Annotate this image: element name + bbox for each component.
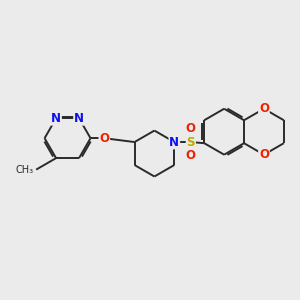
Text: O: O	[186, 149, 196, 162]
Text: O: O	[259, 102, 269, 115]
Text: O: O	[99, 132, 109, 145]
Text: N: N	[74, 112, 84, 125]
Text: CH₃: CH₃	[16, 165, 34, 175]
Text: S: S	[187, 136, 195, 148]
Text: N: N	[169, 136, 179, 148]
Text: O: O	[259, 148, 269, 161]
Text: N: N	[51, 112, 61, 125]
Text: O: O	[186, 122, 196, 135]
